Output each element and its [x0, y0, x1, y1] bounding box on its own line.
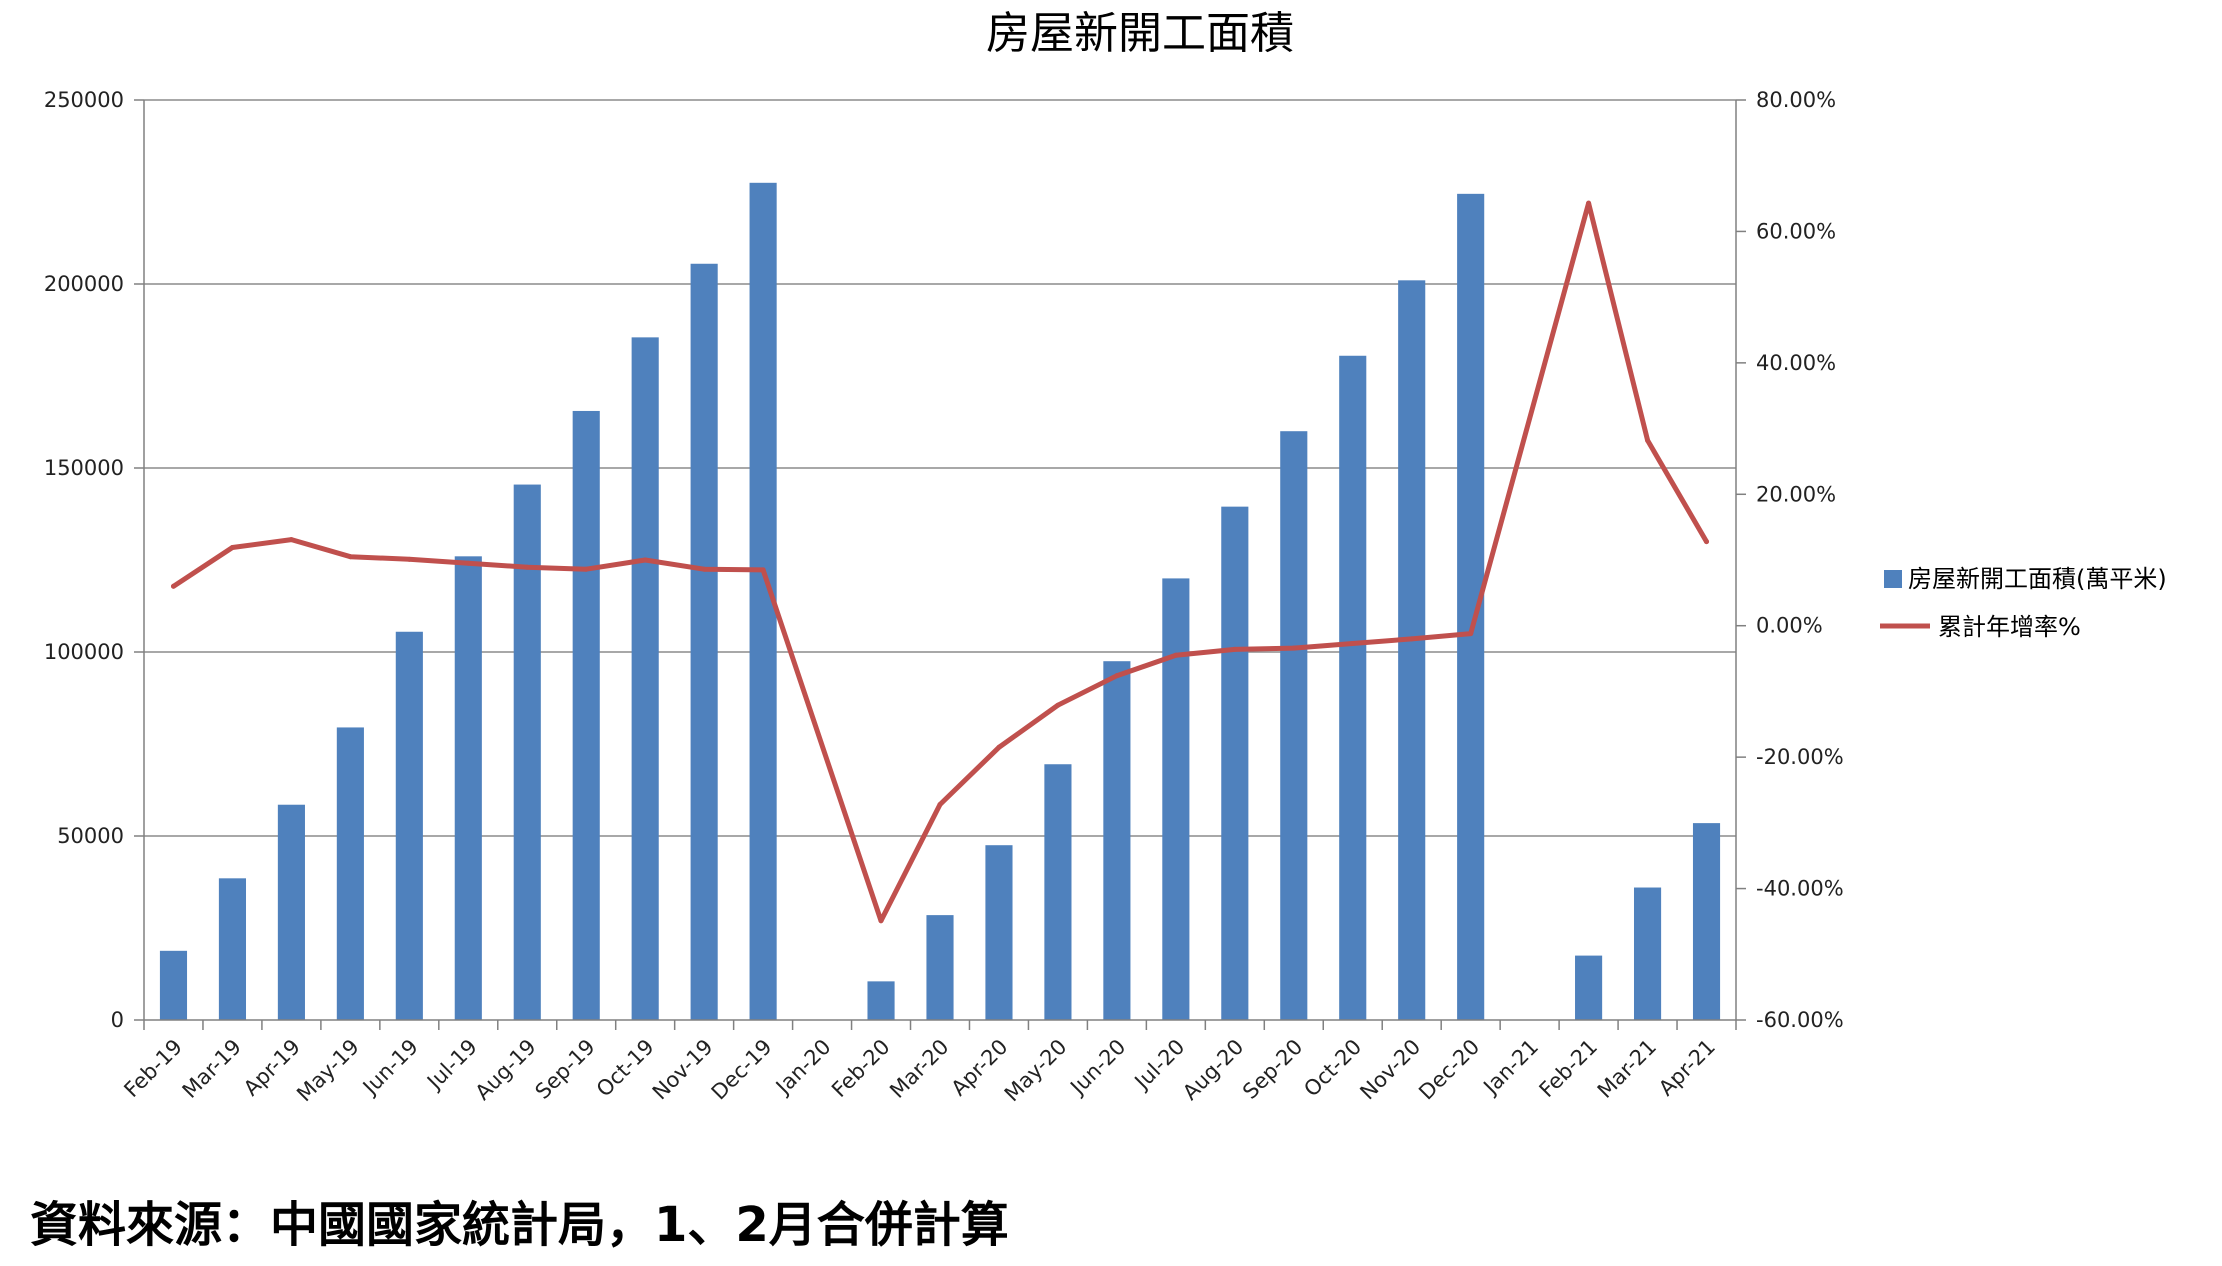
y-right-tick-label: -20.00%: [1756, 745, 1844, 769]
line-point: [1409, 636, 1415, 642]
line-point: [465, 560, 471, 566]
line-point: [1173, 652, 1179, 658]
line-point: [229, 545, 235, 551]
x-tick-label: Sep-20: [1238, 1035, 1307, 1104]
x-tick-label: Feb-20: [827, 1035, 895, 1103]
bar: [277, 804, 305, 1020]
bar: [1339, 355, 1367, 1020]
line-point: [878, 918, 884, 924]
chart-title: 房屋新開工面積: [986, 8, 1294, 59]
bar: [1044, 764, 1072, 1020]
x-tick-label: Jun-19: [357, 1035, 423, 1101]
y-left-tick-label: 0: [111, 1008, 124, 1032]
bar: [513, 484, 541, 1020]
line-point: [1232, 646, 1238, 652]
x-tick-label: Jun-20: [1065, 1035, 1131, 1101]
legend-line-label: 累計年增率%: [1938, 613, 2081, 641]
bar: [395, 631, 423, 1020]
line-point: [642, 557, 648, 563]
line-point: [583, 566, 589, 572]
bar: [1692, 823, 1721, 1020]
x-tick-label: Oct-20: [1299, 1035, 1366, 1102]
line-point: [1114, 673, 1120, 679]
x-tick-label: Nov-19: [648, 1035, 718, 1105]
bar: [572, 410, 600, 1021]
x-tick-label: Mar-19: [178, 1035, 246, 1103]
legend: 房屋新開工面積(萬平米) 累計年增率%: [1880, 565, 2167, 641]
line-point: [1468, 631, 1474, 637]
bar: [1103, 661, 1131, 1020]
x-tick-label: May-19: [292, 1035, 364, 1107]
y-right-tick-label: 40.00%: [1756, 351, 1836, 375]
source-note: 資料來源：中國國家統計局，1、2月合併計算: [30, 1197, 1009, 1253]
x-tick-label: Aug-20: [1178, 1035, 1248, 1105]
y-right-tick-label: 20.00%: [1756, 482, 1836, 506]
bar: [867, 981, 895, 1020]
line-point: [701, 566, 707, 572]
line-point: [1350, 640, 1356, 646]
x-tick-label: Apr-21: [1654, 1035, 1720, 1101]
line-point: [1291, 645, 1297, 651]
x-tick-label: Sep-19: [531, 1035, 600, 1104]
bar: [926, 915, 954, 1020]
x-tick-label: Dec-20: [1414, 1035, 1484, 1105]
chart: 房屋新開工面積 0 50000 100000 150000 200000 250000 -6…: [44, 8, 2167, 1107]
line-point: [288, 537, 294, 543]
y-left-tick-label: 200000: [44, 272, 124, 296]
x-tick-label: Feb-19: [119, 1035, 187, 1103]
bar: [336, 727, 364, 1020]
x-tick-label: Nov-20: [1355, 1035, 1425, 1105]
y-right-tick-label: 80.00%: [1756, 88, 1836, 112]
line-point: [406, 556, 412, 562]
y-right-tick-label: -40.00%: [1756, 877, 1844, 901]
y-left-tick-label: 150000: [44, 456, 124, 480]
y-right-tick-label: 60.00%: [1756, 219, 1836, 243]
line-series: [170, 200, 1710, 924]
bar-series: [159, 182, 1721, 1021]
bar: [1280, 431, 1308, 1020]
x-tick-label: Mar-20: [885, 1035, 953, 1103]
line-point: [1055, 702, 1061, 708]
x-tick-label: Dec-19: [707, 1035, 777, 1105]
line-point: [1645, 437, 1651, 443]
bar: [1633, 887, 1662, 1020]
y-right-tick-label: -60.00%: [1756, 1008, 1844, 1032]
line-point: [1704, 539, 1710, 545]
y-right-tick-label: 0.00%: [1756, 614, 1823, 638]
x-tick-label: Mar-21: [1593, 1035, 1661, 1103]
x-tick-label: Oct-19: [592, 1035, 659, 1102]
bar: [159, 950, 188, 1020]
y-left-tick-label: 50000: [57, 824, 124, 848]
line-point: [1586, 200, 1592, 206]
line-point: [760, 567, 766, 573]
bar: [1221, 506, 1249, 1020]
legend-bar-swatch: [1884, 570, 1902, 588]
x-tick-label: Jan-21: [1478, 1035, 1544, 1101]
x-tick-label: Aug-19: [471, 1035, 541, 1105]
x-tick-label: May-20: [1000, 1035, 1072, 1107]
y-left-tick-label: 100000: [44, 640, 124, 664]
bar: [1162, 578, 1190, 1020]
bar: [454, 556, 482, 1020]
bar: [985, 845, 1013, 1020]
bar: [631, 337, 659, 1020]
line-point: [347, 554, 353, 560]
bar: [1575, 955, 1603, 1020]
bar: [690, 263, 718, 1020]
bar: [218, 878, 247, 1020]
bar: [1398, 280, 1426, 1020]
x-tick-label: Jan-20: [770, 1035, 836, 1101]
legend-bar-label: 房屋新開工面積(萬平米): [1908, 565, 2167, 593]
line-point: [996, 744, 1002, 750]
gridlines: [144, 99, 1736, 837]
y-left-tick-label: 250000: [44, 88, 124, 112]
line-point: [937, 801, 943, 807]
line-point: [170, 583, 176, 589]
line-point: [524, 564, 530, 570]
x-tick-label: Feb-21: [1535, 1035, 1603, 1103]
